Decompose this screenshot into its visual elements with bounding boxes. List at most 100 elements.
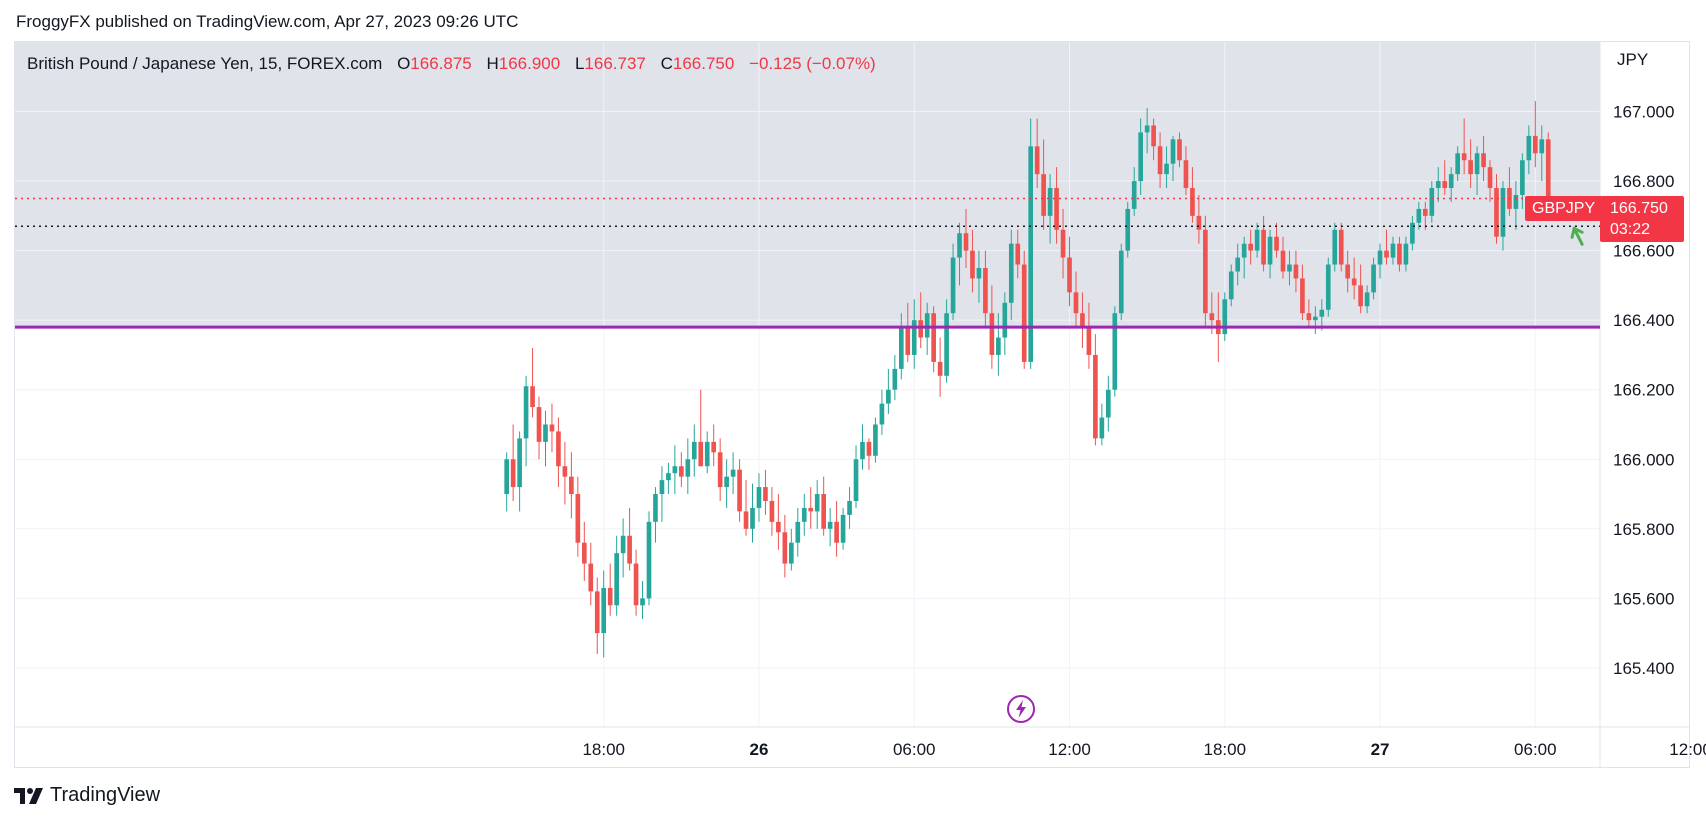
candle-body[interactable] xyxy=(1461,153,1467,161)
candle-body[interactable] xyxy=(1416,208,1422,223)
candle-body[interactable] xyxy=(821,494,827,529)
candle-body[interactable] xyxy=(1494,188,1499,237)
candle-body[interactable] xyxy=(1267,236,1273,265)
candle-body[interactable] xyxy=(853,459,859,501)
candle-body[interactable] xyxy=(730,469,736,477)
candle-body[interactable] xyxy=(1410,222,1415,244)
candle-body[interactable] xyxy=(905,327,911,355)
candle-body[interactable] xyxy=(847,500,852,515)
candle-body[interactable] xyxy=(1248,243,1253,251)
candle-body[interactable] xyxy=(873,424,878,456)
currency-label[interactable]: JPY xyxy=(1617,50,1649,69)
candle-body[interactable] xyxy=(950,257,956,314)
candle-body[interactable] xyxy=(510,459,516,488)
candle-body[interactable] xyxy=(653,494,658,522)
candle-body[interactable] xyxy=(1364,292,1370,307)
candle-body[interactable] xyxy=(1280,250,1286,272)
candle-body[interactable] xyxy=(691,441,697,460)
up-arrow-icon[interactable] xyxy=(1570,226,1584,246)
candle-body[interactable] xyxy=(1099,417,1105,439)
candle-body[interactable] xyxy=(963,233,969,251)
candle-body[interactable] xyxy=(1403,243,1409,265)
candle-body[interactable] xyxy=(724,476,729,488)
candle-body[interactable] xyxy=(1041,174,1046,216)
candle-body[interactable] xyxy=(1235,257,1241,272)
candle-body[interactable] xyxy=(795,521,801,543)
candle-body[interactable] xyxy=(1300,278,1305,314)
candle-body[interactable] xyxy=(1015,243,1021,265)
candle-body[interactable] xyxy=(866,441,872,456)
candle-body[interactable] xyxy=(970,250,975,279)
candle-body[interactable] xyxy=(1021,264,1027,362)
candle-body[interactable] xyxy=(581,542,587,564)
candle-body[interactable] xyxy=(756,487,762,508)
candle-body[interactable] xyxy=(1034,146,1040,175)
candle-body[interactable] xyxy=(575,494,581,543)
candle-body[interactable] xyxy=(763,487,768,501)
candle-body[interactable] xyxy=(1190,188,1195,216)
lightning-bolt-icon[interactable] xyxy=(1006,694,1036,724)
candle-body[interactable] xyxy=(1131,181,1137,209)
candle-body[interactable] xyxy=(1325,264,1331,310)
candle-body[interactable] xyxy=(640,598,645,606)
candle-body[interactable] xyxy=(530,386,535,408)
candle-body[interactable] xyxy=(892,368,898,390)
candle-body[interactable] xyxy=(704,441,710,467)
candle-body[interactable] xyxy=(1520,160,1525,195)
candle-body[interactable] xyxy=(989,313,995,355)
candle-body[interactable] xyxy=(679,466,684,477)
candle-body[interactable] xyxy=(646,521,652,599)
symbol-description[interactable]: British Pound / Japanese Yen, 15, FOREX.… xyxy=(27,54,383,73)
candle-body[interactable] xyxy=(996,337,1001,355)
candle-body[interactable] xyxy=(562,466,568,477)
candle-body[interactable] xyxy=(1390,243,1396,258)
candle-body[interactable] xyxy=(1183,160,1189,189)
candle-body[interactable] xyxy=(944,313,949,376)
candle-body[interactable] xyxy=(1384,250,1389,258)
candle-body[interactable] xyxy=(1093,354,1098,439)
candle-body[interactable] xyxy=(1073,292,1079,314)
candle-body[interactable] xyxy=(801,507,807,522)
candle-body[interactable] xyxy=(1125,208,1131,251)
candle-body[interactable] xyxy=(1086,327,1092,355)
candle-body[interactable] xyxy=(569,476,574,495)
candle-body[interactable] xyxy=(685,459,691,477)
candle-body[interactable] xyxy=(523,386,529,439)
candle-body[interactable] xyxy=(1138,132,1144,182)
candle-body[interactable] xyxy=(1105,389,1111,418)
resistance-zone[interactable] xyxy=(15,42,1600,328)
candle-body[interactable] xyxy=(860,441,865,460)
candle-body[interactable] xyxy=(633,563,639,606)
candle-body[interactable] xyxy=(834,521,839,543)
candle-body[interactable] xyxy=(1371,264,1376,293)
candle-body[interactable] xyxy=(1422,208,1428,216)
candle-body[interactable] xyxy=(1338,229,1344,265)
candle-body[interactable] xyxy=(1332,229,1338,265)
candle-body[interactable] xyxy=(750,507,755,529)
candle-body[interactable] xyxy=(827,521,833,529)
candle-body[interactable] xyxy=(601,587,607,634)
candle-body[interactable] xyxy=(1455,153,1461,175)
candle-body[interactable] xyxy=(607,587,613,606)
candle-body[interactable] xyxy=(1112,313,1118,390)
candle-body[interactable] xyxy=(983,268,988,314)
candle-body[interactable] xyxy=(627,535,632,564)
candle-body[interactable] xyxy=(788,542,794,564)
candle-body[interactable] xyxy=(1118,250,1124,314)
candle-body[interactable] xyxy=(840,514,846,543)
candle-body[interactable] xyxy=(1526,135,1532,161)
candle-body[interactable] xyxy=(711,441,717,453)
candle-body[interactable] xyxy=(1008,243,1014,303)
candle-body[interactable] xyxy=(1261,229,1266,265)
candle-body[interactable] xyxy=(1442,181,1448,189)
candle-body[interactable] xyxy=(1351,278,1357,286)
candle-body[interactable] xyxy=(1435,181,1441,189)
candle-body[interactable] xyxy=(1429,188,1435,216)
candle-body[interactable] xyxy=(1080,313,1085,328)
candle-body[interactable] xyxy=(1060,229,1066,258)
candle-body[interactable] xyxy=(672,466,678,474)
candle-body[interactable] xyxy=(743,511,749,529)
candle-body[interactable] xyxy=(1313,316,1318,321)
candle-body[interactable] xyxy=(536,407,542,442)
